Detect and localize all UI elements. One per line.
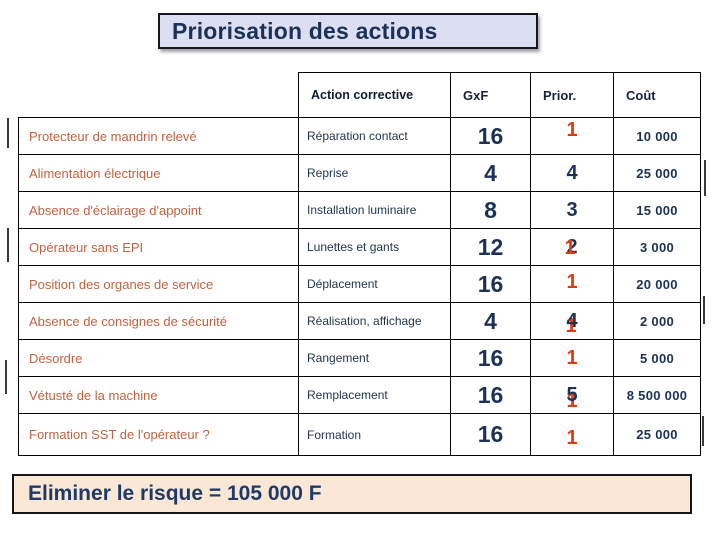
action-label: Réparation contact xyxy=(298,117,451,155)
table-row: Absence d'éclairage d'appoint Installatio… xyxy=(18,191,701,229)
table-row: Protecteur de mandrin relevé Réparation c… xyxy=(18,117,701,155)
stray-line xyxy=(5,360,7,394)
prior-value: 4 xyxy=(530,154,614,192)
table-row: Position des organes de service Déplaceme… xyxy=(18,265,701,303)
risk-label: Position des organes de service xyxy=(18,265,299,303)
prior-digit: 1 xyxy=(565,314,577,337)
prior-value: 1 xyxy=(530,339,614,377)
table-row: Alimentation électrique Reprise 4 4 25 000 xyxy=(18,154,701,192)
prior-digit: 5 xyxy=(566,383,578,406)
prior-digit-stack: 4 xyxy=(566,163,577,183)
risk-label: Opérateur sans EPI xyxy=(18,228,299,266)
priorisation-table: Action corrective GxF Prior. Coût Protec… xyxy=(18,72,701,456)
stray-line xyxy=(702,416,704,446)
risk-label: Vétusté de la machine xyxy=(18,376,299,414)
prior-digit: 1 xyxy=(566,346,578,369)
risk-label: Formation SST de l'opérateur ? xyxy=(18,413,299,456)
risk-label: Alimentation électrique xyxy=(18,154,299,192)
stray-line xyxy=(7,118,9,148)
risk-label: Désordre xyxy=(18,339,299,377)
action-label: Reprise xyxy=(298,154,451,192)
header-cout: Coût xyxy=(613,72,701,118)
action-label: Réalisation, affichage xyxy=(298,302,451,340)
prior-digit: 1 xyxy=(564,236,576,259)
action-label: Déplacement xyxy=(298,265,451,303)
prior-digit-stack: 1 xyxy=(566,348,577,368)
gxf-value: 16 xyxy=(450,265,531,303)
prior-value: 3 xyxy=(530,191,614,229)
footer-text: Eliminer le risque = 105 000 F xyxy=(28,482,322,505)
prior-value: 1 xyxy=(530,117,614,155)
action-label: Formation xyxy=(298,413,451,456)
prior-digit-stack: 1 xyxy=(566,424,577,448)
prior-digit: 3 xyxy=(566,198,578,221)
risk-label: Protecteur de mandrin relevé xyxy=(18,117,299,155)
cost-value: 3 000 xyxy=(613,228,701,266)
cost-value: 2 000 xyxy=(613,302,701,340)
footer-banner: Eliminer le risque = 105 000 F xyxy=(12,474,692,514)
table-row: Vétusté de la machine Remplacement 16 1 5 8 5… xyxy=(18,376,701,414)
gxf-value: 4 xyxy=(450,302,531,340)
risk-label: Absence de consignes de sécurité xyxy=(18,302,299,340)
prior-digit-stack: 3 xyxy=(566,200,577,220)
prior-digit: 2 xyxy=(566,235,578,258)
prior-digit: 4 xyxy=(566,161,578,184)
action-label: Lunettes et gants xyxy=(298,228,451,266)
action-label: Installation luminaire xyxy=(298,191,451,229)
gxf-value: 16 xyxy=(450,117,531,155)
prior-digit-stack: 1 xyxy=(566,270,578,294)
table-row: Absence de consignes de sécurité Réalisat… xyxy=(18,302,701,340)
table-row: Formation SST de l'opérateur ? Formation 1… xyxy=(18,413,701,456)
header-empty xyxy=(19,73,299,118)
action-label: Rangement xyxy=(298,339,451,377)
gxf-value: 8 xyxy=(450,191,531,229)
cost-value: 10 000 xyxy=(613,117,701,155)
gxf-value: 4 xyxy=(450,154,531,192)
gxf-value: 16 xyxy=(450,376,531,414)
stray-line xyxy=(7,228,9,262)
prior-digit: 1 xyxy=(566,270,578,293)
cost-value: 25 000 xyxy=(613,154,701,192)
prior-digit: 4 xyxy=(566,309,578,332)
risk-label: Absence d'éclairage d'appoint xyxy=(18,191,299,229)
action-label: Remplacement xyxy=(298,376,451,414)
cost-value: 20 000 xyxy=(613,265,701,303)
prior-digit-stack: 1 xyxy=(566,120,577,146)
prior-digit: 1 xyxy=(566,427,578,449)
gxf-value: 16 xyxy=(450,413,531,456)
gxf-value: 12 xyxy=(450,228,531,266)
header-prior: Prior. xyxy=(530,72,614,118)
table-row: Désordre Rangement 16 1 5 000 xyxy=(18,339,701,377)
header-action-corrective: Action corrective xyxy=(298,72,451,118)
slide-title-box: Priorisation des actions xyxy=(158,13,538,49)
prior-value: 1 xyxy=(530,413,614,456)
prior-digit: 1 xyxy=(566,118,578,141)
gxf-value: 16 xyxy=(450,339,531,377)
header-gxf: GxF xyxy=(450,72,531,118)
stray-line xyxy=(703,296,705,324)
table-body: Protecteur de mandrin relevé Réparation c… xyxy=(18,117,701,456)
table-row: Opérateur sans EPI Lunettes et gants 12 2 1 3… xyxy=(18,228,701,266)
cost-value: 8 500 000 xyxy=(613,376,701,414)
prior-digit: 1 xyxy=(566,389,578,412)
stray-line xyxy=(704,160,706,196)
cost-value: 15 000 xyxy=(613,191,701,229)
cost-value: 25 000 xyxy=(613,413,701,456)
cost-value: 5 000 xyxy=(613,339,701,377)
table-header-row: Action corrective GxF Prior. Coût xyxy=(19,72,701,118)
prior-value: 1 xyxy=(530,265,614,303)
slide-title: Priorisation des actions xyxy=(172,17,438,44)
